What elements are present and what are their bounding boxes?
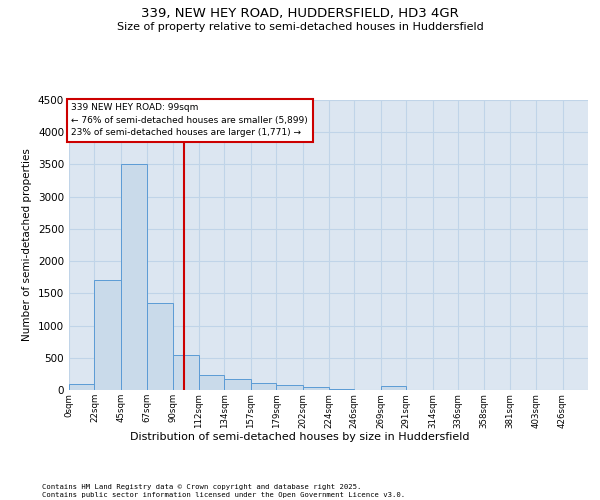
Bar [380,386,406,390]
Bar [146,303,173,390]
Bar [94,280,121,390]
Bar [251,383,277,390]
Bar [173,354,199,390]
Bar [199,375,224,390]
Bar [69,384,94,390]
Bar [121,164,146,390]
Bar [224,378,251,390]
Y-axis label: Number of semi-detached properties: Number of semi-detached properties [22,148,32,342]
Bar [277,386,303,390]
Text: Distribution of semi-detached houses by size in Huddersfield: Distribution of semi-detached houses by … [130,432,470,442]
Bar [329,388,354,390]
Text: 339 NEW HEY ROAD: 99sqm
← 76% of semi-detached houses are smaller (5,899)
23% of: 339 NEW HEY ROAD: 99sqm ← 76% of semi-de… [71,103,308,137]
Bar [303,387,329,390]
Text: 339, NEW HEY ROAD, HUDDERSFIELD, HD3 4GR: 339, NEW HEY ROAD, HUDDERSFIELD, HD3 4GR [141,8,459,20]
Text: Size of property relative to semi-detached houses in Huddersfield: Size of property relative to semi-detach… [116,22,484,32]
Text: Contains HM Land Registry data © Crown copyright and database right 2025.
Contai: Contains HM Land Registry data © Crown c… [42,484,405,498]
